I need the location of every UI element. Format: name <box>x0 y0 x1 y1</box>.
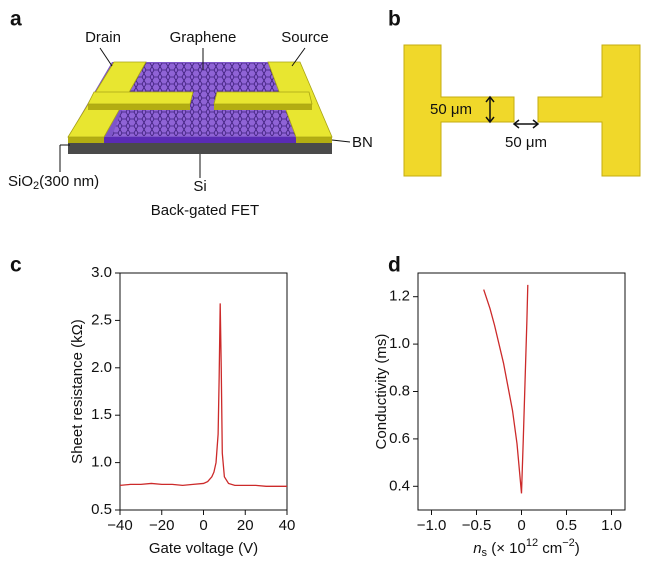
x-tick-label: 1.0 <box>601 517 622 534</box>
y-tick-label: 1.0 <box>91 454 112 471</box>
x-tick-label: −40 <box>107 517 132 534</box>
panel-label: d <box>388 254 401 277</box>
x-axis-label-part: s <box>482 547 488 559</box>
plot-frame <box>119 272 288 511</box>
y-tick-label: 2.5 <box>91 311 112 328</box>
data-line <box>483 284 529 494</box>
x-axis-label: Gate voltage (V) <box>149 540 258 557</box>
x-tick-label: 0.5 <box>556 517 577 534</box>
data-line <box>119 303 287 487</box>
x-tick-label: 40 <box>279 517 296 534</box>
label: Si <box>193 178 206 195</box>
label: Drain <box>85 29 121 46</box>
y-tick-label: 3.0 <box>91 264 112 281</box>
y-tick-label: 1.5 <box>91 406 112 423</box>
x-tick-label: 20 <box>237 517 254 534</box>
y-axis-label: Conductivity (ms) <box>373 334 390 450</box>
y-axis-label: Sheet resistance (kΩ) <box>69 319 86 464</box>
label: BN <box>352 134 373 151</box>
x-axis-label-part: −2 <box>562 537 575 549</box>
electrode-layout <box>403 44 641 177</box>
x-axis-label: ns (× 1012 cm−2) <box>473 537 580 559</box>
dimension-label: 50 μm <box>505 134 547 151</box>
x-axis-label-part: cm <box>538 540 562 557</box>
x-tick-label: 0 <box>199 517 207 534</box>
x-tick-label: −0.5 <box>462 517 492 534</box>
y-tick-label: 0.6 <box>389 430 410 447</box>
x-tick-label: −1.0 <box>417 517 447 534</box>
x-axis-label-part: n <box>473 540 481 557</box>
panel-label: b <box>388 8 401 31</box>
device-diagram <box>59 47 351 178</box>
y-tick-label: 1.2 <box>389 288 410 305</box>
x-tick-label: 0 <box>517 517 525 534</box>
label: SiO2(300 nm) <box>8 173 99 192</box>
y-tick-label: 0.4 <box>389 477 410 494</box>
y-tick-label: 2.0 <box>91 359 112 376</box>
y-tick-label: 0.8 <box>389 382 410 399</box>
label-part: SiO <box>8 173 33 190</box>
label-part: (300 nm) <box>39 173 99 190</box>
y-tick-label: 0.5 <box>91 501 112 518</box>
dimension-label: 50 μm <box>430 101 472 118</box>
label: Source <box>281 29 329 46</box>
x-axis-label-part: (× 10 <box>487 540 526 557</box>
panel-label: a <box>10 8 22 31</box>
x-axis-label-part: ) <box>575 540 580 557</box>
x-axis-label-part: 12 <box>526 537 538 549</box>
caption: Back-gated FET <box>151 202 259 219</box>
label: Graphene <box>170 29 237 46</box>
label-part: 2 <box>33 180 39 192</box>
y-tick-label: 1.0 <box>389 335 410 352</box>
x-tick-label: −20 <box>149 517 174 534</box>
panel-label: c <box>10 254 22 277</box>
